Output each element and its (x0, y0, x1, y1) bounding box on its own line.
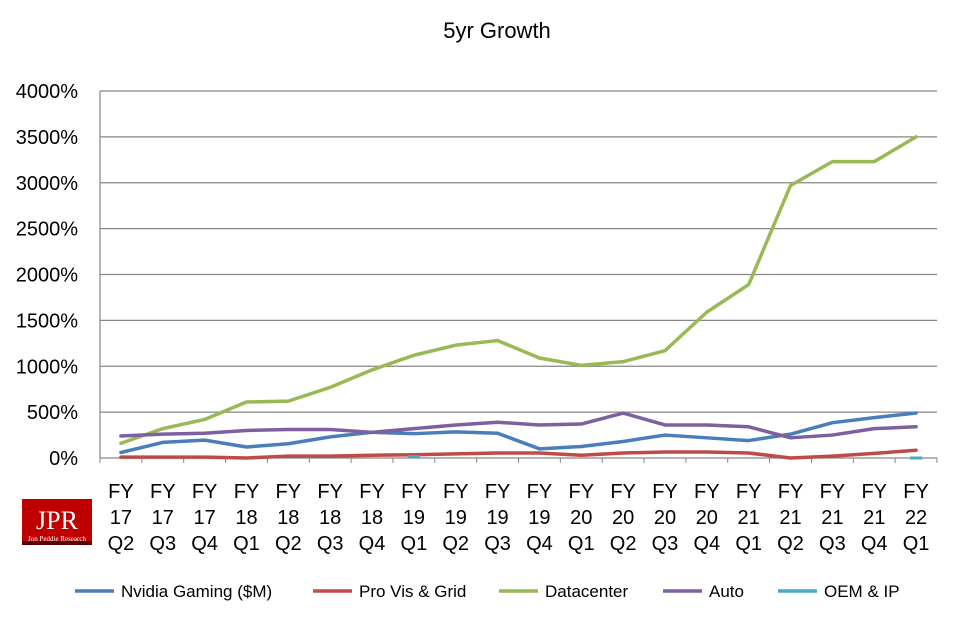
x-tick-label: 19 (486, 507, 508, 529)
x-tick-label: Q1 (233, 533, 260, 555)
x-tick-label: FY (861, 481, 887, 503)
x-tick-label: FY (150, 481, 176, 503)
x-tick-label: Q4 (191, 533, 218, 555)
x-tick-label: FY (401, 481, 427, 503)
logo-background (22, 499, 92, 545)
x-tick-label: 19 (528, 507, 550, 529)
x-tick-label: Q3 (149, 533, 176, 555)
series-lines (119, 135, 923, 460)
series-line-auto (119, 411, 918, 440)
x-tick-label: Q4 (861, 533, 888, 555)
x-tick-label: FY (903, 481, 929, 503)
x-tick-label: 19 (403, 507, 425, 529)
x-tick-label: Q2 (275, 533, 302, 555)
y-tick-label: 2500% (16, 219, 78, 241)
legend-label-auto: Auto (709, 582, 744, 601)
x-tick-label: FY (694, 481, 720, 503)
x-tick-label: 21 (821, 507, 843, 529)
logo-main-text: JPR (36, 506, 79, 535)
x-tick-label: Q3 (819, 533, 846, 555)
x-tick-label: FY (234, 481, 260, 503)
x-tick-label: FY (192, 481, 218, 503)
x-tick-label: FY (778, 481, 804, 503)
legend-label-oem-ip: OEM & IP (824, 582, 900, 601)
x-tick-label: 18 (361, 507, 383, 529)
x-tick-label: FY (359, 481, 385, 503)
y-tick-label: 2000% (16, 265, 78, 287)
x-tick-label: FY (610, 481, 636, 503)
x-tick-label: FY (317, 481, 343, 503)
x-tick-label: FY (652, 481, 678, 503)
legend-label-datacenter: Datacenter (545, 582, 628, 601)
legend-label-nvidia-gaming-m: Nvidia Gaming ($M) (121, 582, 272, 601)
logo-sub-text: Jon Peddie Research (28, 535, 86, 543)
x-tick-label: 21 (738, 507, 760, 529)
x-tick-label: 22 (905, 507, 927, 529)
y-tick-label: 500% (27, 402, 78, 424)
logo-shadow (22, 541, 92, 545)
x-tick-label: 20 (612, 507, 634, 529)
x-tick-label: FY (736, 481, 762, 503)
x-tick-label: 21 (863, 507, 885, 529)
x-tick-label: Q2 (442, 533, 469, 555)
y-tick-label: 4000% (16, 81, 78, 103)
x-tick-label: Q2 (777, 533, 804, 555)
series-line-datacenter (119, 135, 918, 446)
jpr-logo: JPR Jon Peddie Research (22, 499, 92, 545)
x-tick-label: Q4 (693, 533, 720, 555)
y-tick-label: 3500% (16, 127, 78, 149)
x-tick-label: FY (485, 481, 511, 503)
x-tick-label: 19 (445, 507, 467, 529)
y-tick-label: 0% (49, 448, 78, 470)
x-tick-label: Q2 (108, 533, 135, 555)
x-tick-label: Q1 (568, 533, 595, 555)
x-tick-label: FY (820, 481, 846, 503)
x-tick-label: 17 (194, 507, 216, 529)
x-tick-label: Q4 (359, 533, 386, 555)
x-tick-label: FY (527, 481, 553, 503)
x-tick-label: 21 (779, 507, 801, 529)
y-axis-ticks: 0% 500% 1000% 1500% 2000% 2500% 3000% 3500% 4000… (16, 81, 78, 470)
series-line-pro-vis-grid (119, 448, 918, 460)
x-tick-label: 20 (654, 507, 676, 529)
x-tick-label: Q3 (652, 533, 679, 555)
chart-title: 5yr Growth (443, 18, 551, 43)
x-tick-label: 18 (319, 507, 341, 529)
x-axis-ticks: FY 17 Q2 FY 17 Q3 FY 17 Q4 FY 18 Q1 FY 18 Q2 FY 18 Q3 FY 18… (99, 458, 938, 555)
x-tick-label: Q1 (903, 533, 930, 555)
x-tick-label: FY (568, 481, 594, 503)
y-tick-label: 1000% (16, 356, 78, 378)
x-tick-label: 18 (235, 507, 257, 529)
series-line-nvidia-gaming-m (119, 411, 918, 455)
x-tick-label: 17 (110, 507, 132, 529)
x-tick-label: 20 (696, 507, 718, 529)
x-tick-label: 17 (152, 507, 174, 529)
legend: Nvidia Gaming ($M) Pro Vis & Grid Datacent… (75, 582, 900, 601)
x-tick-label: 18 (277, 507, 299, 529)
x-tick-label: Q1 (735, 533, 762, 555)
x-tick-label: Q3 (317, 533, 344, 555)
legend-label-pro-vis-grid: Pro Vis & Grid (359, 582, 466, 601)
x-tick-label: 20 (570, 507, 592, 529)
x-tick-label: Q4 (526, 533, 553, 555)
x-tick-label: Q1 (401, 533, 428, 555)
y-tick-label: 3000% (16, 173, 78, 195)
x-tick-label: FY (443, 481, 469, 503)
x-tick-label: FY (276, 481, 302, 503)
x-tick-label: Q3 (484, 533, 511, 555)
y-tick-label: 1500% (16, 310, 78, 332)
x-tick-label: Q2 (610, 533, 637, 555)
x-tick-label: FY (108, 481, 134, 503)
gridlines (99, 90, 937, 459)
